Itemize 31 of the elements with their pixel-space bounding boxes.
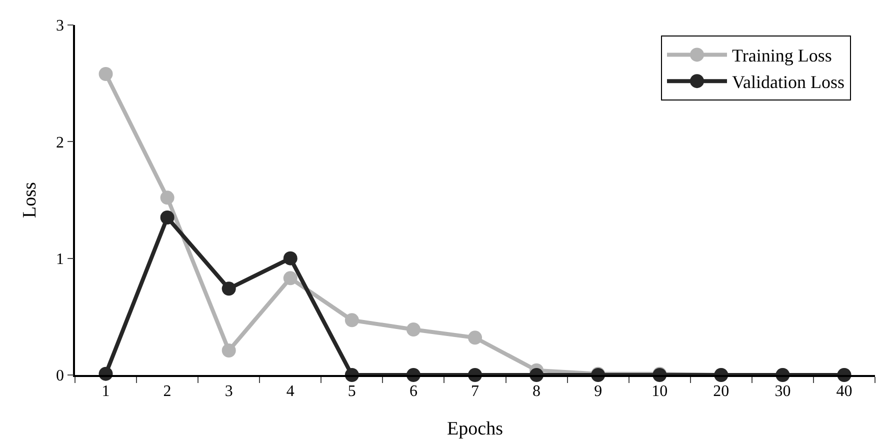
x-axis-title: Epochs	[447, 418, 503, 440]
y-tick-label: 2	[56, 134, 64, 152]
point	[222, 282, 236, 296]
point	[222, 344, 236, 358]
x-tick-label: 20	[713, 382, 730, 400]
x-tick-label: 7	[471, 382, 479, 400]
legend-label: Training Loss	[732, 46, 832, 66]
point	[344, 313, 359, 328]
x-tick-label: 30	[774, 382, 791, 400]
y-axis-title: Loss	[19, 182, 40, 218]
x-tick-label: 5	[348, 382, 356, 400]
x-tick-label: 6	[409, 382, 418, 400]
x-tick-label: 2	[163, 382, 172, 400]
point	[98, 67, 113, 81]
y-tick-label: 1	[56, 250, 64, 268]
point	[283, 271, 298, 286]
x-tick-label: 40	[836, 382, 852, 400]
x-tick-label: 1	[102, 382, 110, 400]
x-tick-label: 4	[286, 382, 294, 400]
point	[160, 190, 174, 205]
y-tick-label: 3	[56, 18, 64, 35]
x-tick-label: 8	[532, 382, 541, 400]
point	[283, 251, 298, 266]
x-tick-label: 3	[224, 382, 233, 400]
point	[468, 330, 482, 345]
x-tick-label: 9	[594, 382, 602, 400]
x-tick-label: 10	[652, 382, 668, 400]
legend-label: Validation Loss	[732, 72, 844, 92]
point	[160, 210, 174, 224]
y-tick-label: 0	[56, 368, 64, 385]
point	[406, 322, 420, 336]
